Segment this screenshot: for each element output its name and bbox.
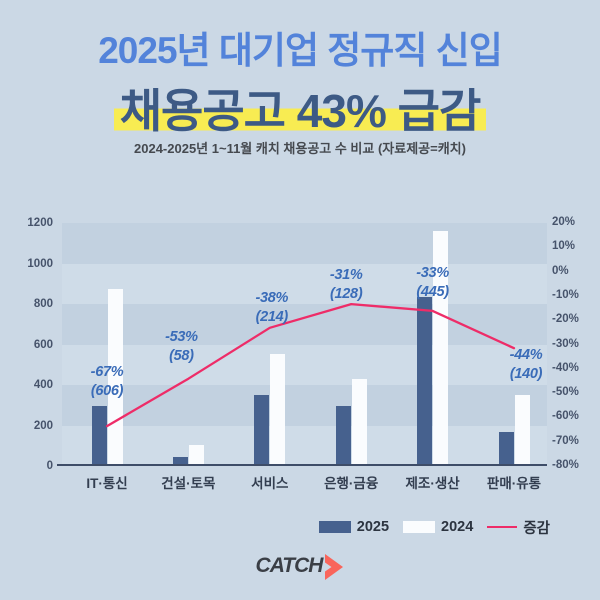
right-axis-tick: 0%: [552, 264, 569, 277]
left-axis-tick: 200: [33, 419, 53, 432]
right-axis-tick: -10%: [552, 288, 579, 301]
annotation-pct: -38%: [255, 290, 289, 306]
annotation-count: (140): [509, 365, 543, 382]
right-axis-tick: -40%: [552, 361, 579, 374]
annotation-count: (214): [255, 308, 289, 325]
annotation: -53% (58): [121, 328, 241, 365]
right-axis-tick: -70%: [552, 434, 579, 447]
bar-2025: [335, 406, 351, 466]
category-label: 건설·토목: [161, 476, 216, 491]
annotation: -67% (606): [47, 363, 167, 400]
page-title-line1: 2025년 대기업 정규직 신입: [98, 30, 503, 71]
legend-label: 2025: [356, 519, 390, 535]
plot-band: [62, 223, 547, 264]
annotation: -31% (128): [286, 266, 406, 303]
legend-label: 2024: [441, 519, 474, 535]
annotation-pct: -67%: [90, 364, 124, 380]
plot-band: [62, 425, 547, 466]
annotation-count: (445): [416, 283, 449, 300]
bar-2025: [172, 456, 188, 466]
bar-2024: [514, 395, 530, 466]
bar-2025: [498, 431, 514, 466]
legend-label: 증감: [523, 520, 550, 537]
bar-2025: [417, 296, 433, 466]
chart-subtitle: 2024-2025년 1~11월 캐치 채용공고 수 비교 (자료제공=캐치): [134, 141, 466, 156]
catch-logo: CATCH: [0, 550, 600, 582]
annotation-pct: -53%: [165, 329, 198, 345]
x-axis-line: [57, 464, 547, 466]
annotation-count: (128): [330, 285, 363, 302]
right-axis-tick: -20%: [552, 313, 579, 326]
right-axis-tick: -30%: [552, 337, 579, 350]
legend-swatch: [403, 521, 436, 533]
legend-line-swatch: [487, 525, 518, 529]
annotation-pct: -31%: [329, 267, 363, 283]
catch-arrow-icon: [325, 554, 344, 580]
legend-swatch: [318, 521, 351, 533]
annotation: -44% (140): [466, 346, 586, 383]
category-label: 은행·금융: [324, 476, 379, 491]
right-axis-tick: -60%: [552, 410, 579, 423]
bar-2025: [91, 406, 107, 466]
bar-2024: [351, 378, 367, 466]
legend-item-2024: 2024: [403, 519, 473, 535]
left-axis-tick: 1000: [27, 257, 53, 270]
annotation-count: (58): [169, 347, 194, 364]
catch-logo-text: CATCH: [255, 554, 324, 577]
page-title-line2-wrap: 채용공고 43% 급감: [0, 86, 600, 136]
annotation-pct: -44%: [509, 347, 543, 363]
category-label: 제조·생산: [405, 476, 460, 491]
left-axis-tick: 400: [33, 379, 53, 391]
annotation-pct: -33%: [416, 265, 449, 281]
page-title-line2: 채용공고 43% 급감: [113, 86, 487, 136]
annotation-count: (606): [90, 382, 124, 399]
right-axis-tick: 10%: [552, 240, 576, 253]
bar-2024: [270, 353, 286, 466]
bar-2024: [188, 444, 204, 466]
annotation: -33% (445): [373, 264, 493, 301]
left-axis-tick: 600: [33, 338, 53, 351]
legend-item-2025: 2025: [318, 519, 390, 535]
left-axis-tick: 1200: [27, 217, 53, 229]
plot-band: [62, 263, 547, 304]
category-label: 서비스: [251, 476, 289, 491]
category-label: IT·통신: [86, 476, 128, 491]
category-label: 판매·유통: [486, 476, 542, 491]
left-axis-tick: 0: [46, 460, 53, 472]
right-axis-tick: -50%: [552, 386, 579, 399]
right-axis-tick: 20%: [552, 216, 576, 228]
right-axis-tick: -80%: [552, 459, 579, 471]
left-axis-tick: 800: [33, 298, 53, 310]
legend-item-line: 증감: [487, 517, 550, 538]
chart-legend: 2025 2024 증감: [318, 517, 550, 538]
bar-2025: [254, 395, 270, 466]
